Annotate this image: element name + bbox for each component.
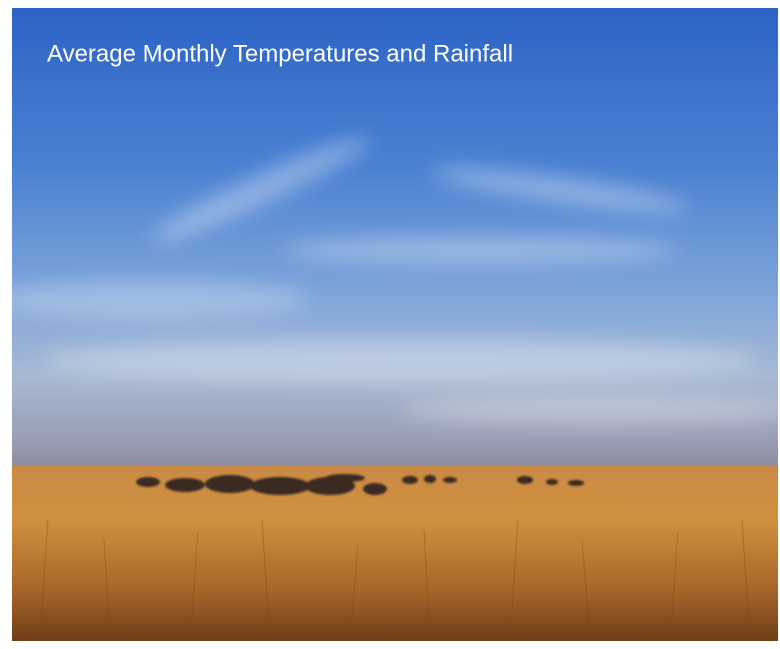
photo: [0, 8, 780, 641]
grassland: [12, 466, 778, 641]
page: Average Monthly Temperatures and Rainfal…: [0, 0, 780, 649]
scene: Average Monthly Temperatures and Rainfal…: [0, 0, 780, 649]
title: Average Monthly Temperatures and Rainfal…: [47, 40, 513, 67]
